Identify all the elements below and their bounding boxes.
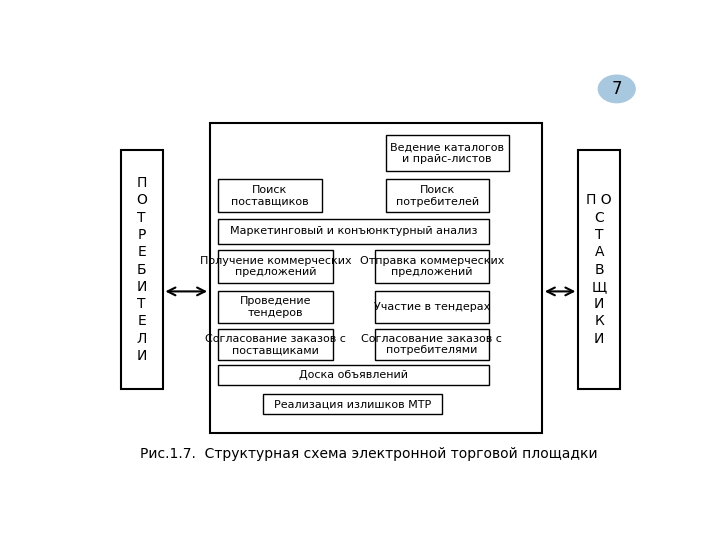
Text: Отправка коммерческих
предложений: Отправка коммерческих предложений — [359, 255, 504, 277]
Bar — [386, 136, 508, 171]
Text: П
О
Т
Р
Е
Б
И
Т
Е
Л
И: П О Т Р Е Б И Т Е Л И — [136, 176, 147, 363]
Bar — [218, 292, 333, 322]
Text: 7: 7 — [611, 80, 622, 98]
Bar — [218, 365, 489, 385]
Bar — [578, 150, 620, 389]
Text: Согласование заказов с
потребителями: Согласование заказов с потребителями — [361, 334, 503, 355]
Bar — [121, 150, 163, 389]
Bar — [218, 219, 489, 244]
Text: Ведение каталогов
и прайс-листов: Ведение каталогов и прайс-листов — [390, 143, 504, 164]
Bar — [374, 292, 489, 322]
Text: Реализация излишков МТР: Реализация излишков МТР — [274, 399, 431, 409]
Text: Согласование заказов с
поставщиками: Согласование заказов с поставщиками — [205, 334, 346, 355]
Bar — [218, 329, 333, 360]
Bar — [218, 250, 333, 283]
Bar — [218, 179, 322, 212]
Text: Маркетинговый и конъюнктурный анализ: Маркетинговый и конъюнктурный анализ — [230, 226, 477, 236]
Bar — [374, 250, 489, 283]
Text: Проведение
тендеров: Проведение тендеров — [240, 296, 311, 318]
Text: Доска объявлений: Доска объявлений — [299, 370, 408, 380]
Text: Поиск
потребителей: Поиск потребителей — [396, 185, 479, 207]
Bar — [210, 123, 542, 433]
Bar — [263, 394, 441, 414]
Text: Получение коммерческих
предложений: Получение коммерческих предложений — [199, 255, 351, 277]
Bar — [386, 179, 489, 212]
Circle shape — [598, 75, 635, 103]
Text: Поиск
поставщиков: Поиск поставщиков — [231, 185, 309, 207]
Bar — [374, 329, 489, 360]
Text: П О
С
Т
А
В
Щ
И
К
И: П О С Т А В Щ И К И — [586, 193, 612, 346]
Text: Рис.1.7.  Структурная схема электронной торговой площадки: Рис.1.7. Структурная схема электронной т… — [140, 447, 598, 461]
Text: Участие в тендерах: Участие в тендерах — [374, 302, 490, 312]
